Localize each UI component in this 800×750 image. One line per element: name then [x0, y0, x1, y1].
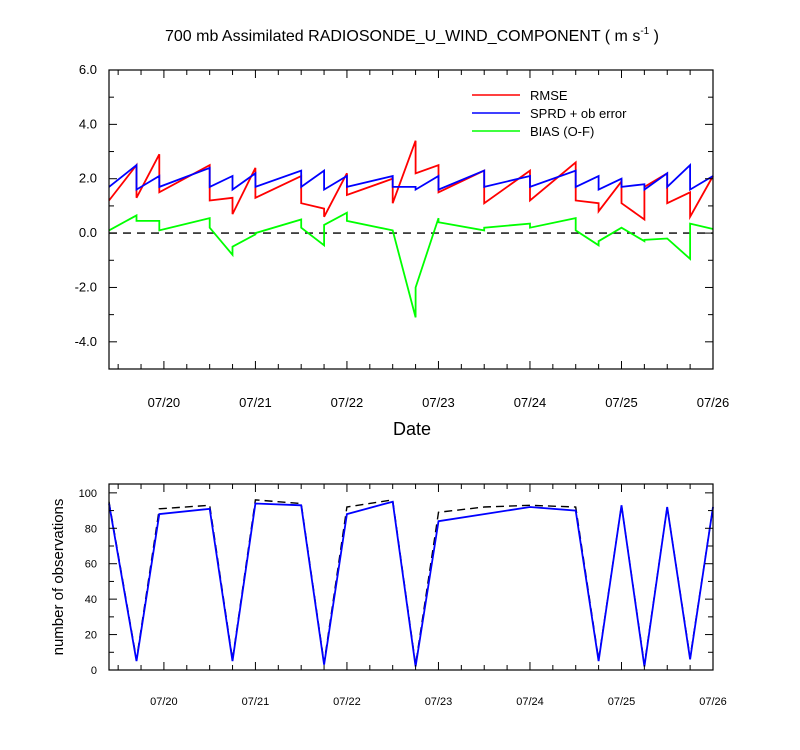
bottom-x-tick-label: 07/22 [333, 696, 361, 708]
bottom-x-tick-label: 07/26 [699, 696, 727, 708]
legend-rmse-label: RMSE [530, 88, 568, 103]
chart-title: 700 mb Assimilated RADIOSONDE_U_WIND_COM… [165, 26, 659, 45]
legend-bias-label: BIAS (O-F) [530, 124, 594, 139]
top-y-tick-label: -2.0 [75, 279, 97, 294]
top-series-rmse [108, 140, 714, 222]
bottom-x-tick-label: 07/24 [516, 696, 544, 708]
bottom-y-tick-label: 0 [91, 665, 97, 677]
bottom-plot-frame [108, 483, 714, 671]
top-legend: RMSE SPRD + ob error BIAS (O-F) [472, 88, 627, 139]
bottom-series-assimilated-observations [108, 500, 714, 667]
bottom-x-tick-label: 07/25 [608, 696, 636, 708]
top-x-tick-label: 07/23 [422, 395, 455, 410]
top-y-tick-label: 2.0 [79, 171, 97, 186]
bottom-axis-ticks: 07/20 07/21 07/22 07/23 07/24 07/25 07/26 0 20 40… [79, 484, 727, 708]
bottom-y-tick-label: 60 [85, 559, 97, 571]
legend-sprd-label: SPRD + ob error [530, 106, 627, 121]
top-y-tick-label: -4.0 [75, 334, 97, 349]
bottom-x-tick-label: 07/20 [150, 696, 178, 708]
top-y-tick-label: 4.0 [79, 116, 97, 131]
x-axis-label: Date [393, 419, 431, 439]
bottom-y-tick-label: 100 [79, 488, 97, 500]
top-x-tick-label: 07/24 [514, 395, 547, 410]
chart-title-end: ) [649, 28, 659, 45]
bottom-chart-panel: 07/20 07/21 07/22 07/23 07/24 07/25 07/26 0 20 40… [50, 483, 727, 708]
bottom-x-tick-label: 07/23 [425, 696, 453, 708]
top-x-tick-label: 07/25 [605, 395, 638, 410]
top-axis-ticks: 07/20 07/21 07/22 07/23 07/24 07/25 07/26 6.0 4.… [75, 62, 730, 410]
bottom-series-total-observations [108, 499, 714, 665]
top-x-tick-label: 07/20 [148, 395, 181, 410]
bottom-y-tick-label: 40 [85, 594, 97, 606]
top-y-tick-label: 0.0 [79, 225, 97, 240]
top-x-tick-label: 07/21 [239, 395, 272, 410]
top-y-tick-label: 6.0 [79, 62, 97, 77]
bottom-y-tick-label: 20 [85, 630, 97, 642]
bottom-x-tick-label: 07/21 [242, 696, 270, 708]
bottom-y-tick-label: 80 [85, 523, 97, 535]
top-series-sprd-ob-error [108, 163, 714, 192]
chart-title-main: 700 mb Assimilated RADIOSONDE_U_WIND_COM… [165, 28, 640, 45]
top-x-tick-label: 07/22 [331, 395, 364, 410]
bottom-series-group [108, 499, 714, 667]
chart-title-superscript: -1 [640, 26, 649, 37]
top-chart-panel: 07/20 07/21 07/22 07/23 07/24 07/25 07/26 6.0 4.… [75, 62, 730, 439]
top-plot-frame [108, 69, 714, 370]
y-axis-label-observations: number of observations [50, 499, 67, 656]
top-series-bias-o-f [108, 211, 714, 318]
top-x-tick-label: 07/26 [697, 395, 730, 410]
top-series-group [108, 140, 714, 318]
